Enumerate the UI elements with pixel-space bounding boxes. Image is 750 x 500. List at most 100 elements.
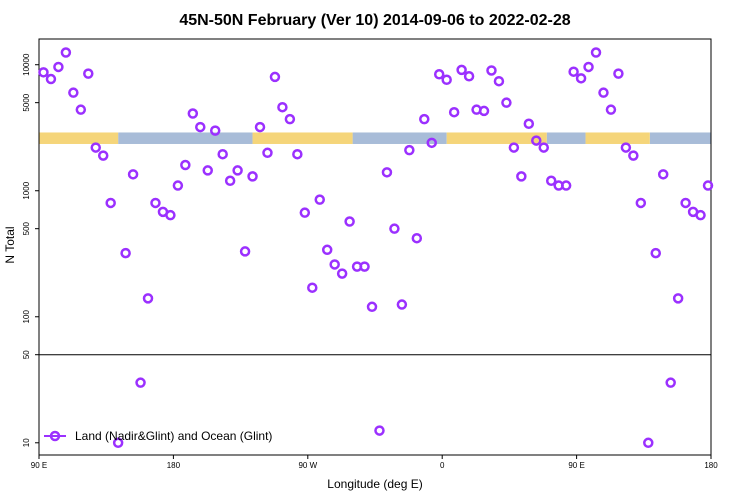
data-point [501,97,512,108]
data-point [657,169,669,180]
data-point [277,101,288,113]
data-point [635,197,647,209]
data-point [396,299,408,310]
data-point [702,180,714,191]
x-tick-label: 180 [704,461,718,470]
legend-marker [49,430,61,442]
data-point [516,171,527,182]
y-axis: 10 50 100 500 1000 5000 10000 [22,53,39,447]
data-point [493,75,505,87]
y-tick-label: 100 [22,310,31,324]
y-axis-label: N Total [3,226,17,263]
data-point [142,293,154,304]
data-point [217,148,228,160]
data-point [165,209,176,221]
data-point [486,65,497,76]
ocean-segment [546,132,586,144]
data-point [389,223,400,234]
legend: Land (Nadir&Glint) and Ocean (Glint) [44,429,272,443]
data-point [90,142,101,153]
data-point [590,47,602,58]
y-tick-label: 10000 [22,53,31,76]
data-point [448,106,460,118]
data-point [105,197,116,209]
data-point [508,142,520,153]
legend-label: Land (Nadir&Glint) and Ocean (Glint) [75,429,272,443]
data-point [262,147,273,159]
data-point [650,247,661,259]
data-point [336,268,348,279]
data-point [209,125,221,136]
data-point [620,142,632,153]
data-point [680,197,691,209]
data-point [411,232,423,244]
data-point [613,68,624,79]
data-point [299,207,311,218]
data-point [254,121,266,133]
data-point [531,135,542,146]
data-point [583,61,594,73]
land-segment [39,132,119,144]
data-point [307,282,318,293]
data-points [38,47,714,449]
data-point [463,71,475,82]
data-point [575,73,587,84]
y-tick-label: 1000 [22,181,31,199]
data-point [120,247,131,259]
data-point [605,104,617,115]
data-point [68,87,79,98]
data-point [359,261,370,272]
y-tick-label: 10 [22,438,31,447]
data-point [232,165,243,176]
data-point [538,142,549,153]
x-tick-label: 90 E [31,461,47,470]
data-point [478,105,490,117]
data-point [83,68,94,79]
data-point [195,121,206,133]
x-tick-label: 90 W [298,461,317,470]
data-point [672,293,684,304]
data-point [381,167,393,178]
data-point [643,437,654,449]
x-tick-label: 180 [167,461,181,470]
data-point [374,425,385,436]
data-point [292,148,303,160]
data-point [150,197,161,209]
y-tick-label: 50 [22,350,31,359]
data-point [344,216,355,227]
x-tick-label: 0 [440,461,445,470]
data-point [239,246,251,257]
land-segment [446,132,547,144]
data-point [224,175,236,187]
data-point [38,67,49,78]
data-point [45,73,57,85]
data-point [441,74,452,85]
data-point [187,108,199,119]
data-point [523,118,535,130]
data-point [426,137,437,149]
plot-frame [38,38,712,456]
y-tick-label: 5000 [22,93,31,111]
data-point [127,169,139,180]
data-point [560,180,572,191]
data-point [419,113,430,125]
data-point [456,64,467,76]
data-point [180,159,191,171]
data-point [97,150,109,161]
data-point [665,377,676,388]
data-point [568,66,579,77]
x-axis-label: Longitude (deg E) [327,477,422,491]
data-point [247,171,258,182]
data-point [433,69,445,80]
y-tick-label: 500 [22,221,31,235]
data-point [598,87,609,98]
data-point [112,437,124,449]
data-point [366,301,378,313]
chart-title: 45N-50N February (Ver 10) 2014-09-06 to … [179,12,570,29]
data-point [695,209,706,221]
ocean-segment [352,132,447,144]
ocean-segment [118,132,253,144]
land-segment [585,132,650,144]
data-point [75,104,87,115]
